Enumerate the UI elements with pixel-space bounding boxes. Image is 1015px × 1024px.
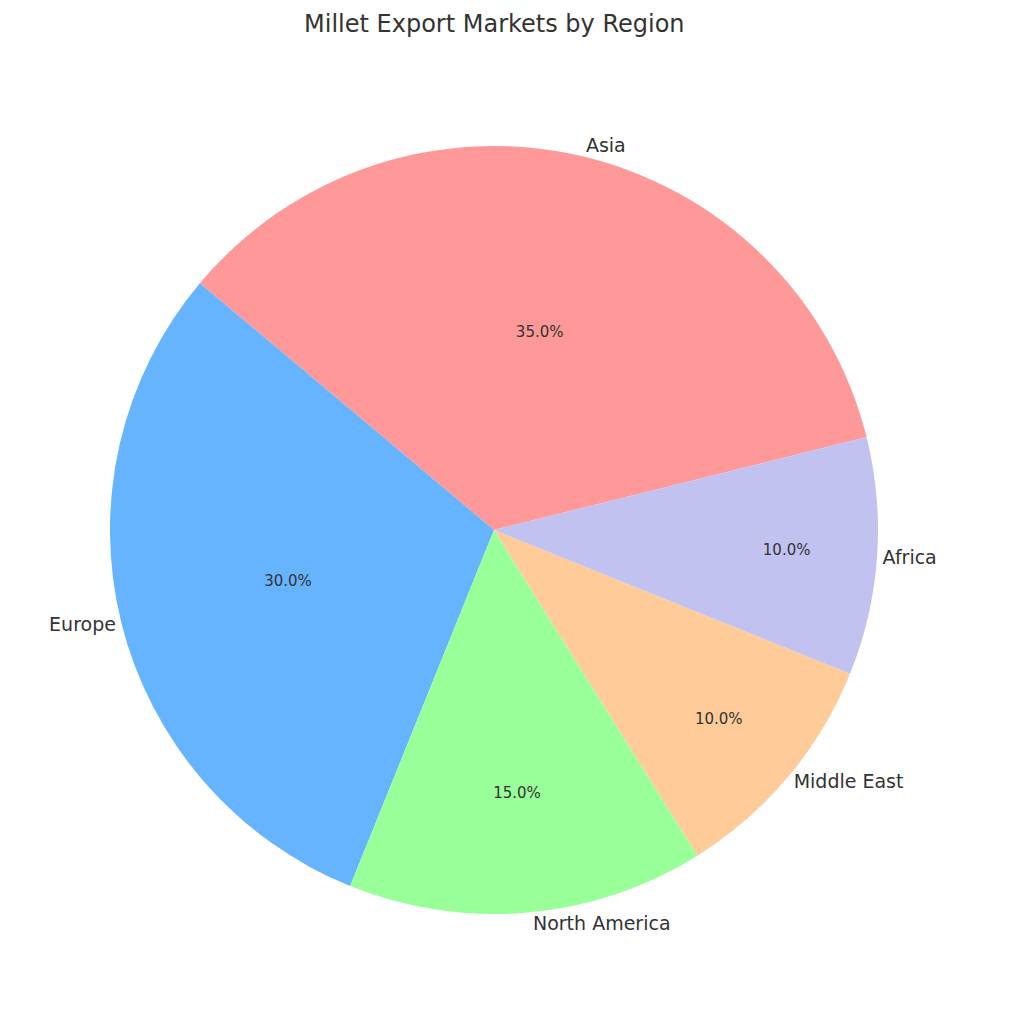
svg-text:10.0%: 10.0% [695,710,743,728]
svg-text:Africa: Africa [883,546,937,568]
svg-text:30.0%: 30.0% [264,572,312,590]
svg-text:Europe: Europe [49,613,116,635]
svg-text:10.0%: 10.0% [763,541,811,559]
svg-text:Millet Export Markets by Regio: Millet Export Markets by Region [304,10,685,38]
svg-text:15.0%: 15.0% [493,784,541,802]
svg-text:35.0%: 35.0% [516,323,564,341]
svg-text:Middle East: Middle East [794,770,904,792]
svg-text:North America: North America [533,912,671,934]
svg-text:Asia: Asia [586,134,626,156]
